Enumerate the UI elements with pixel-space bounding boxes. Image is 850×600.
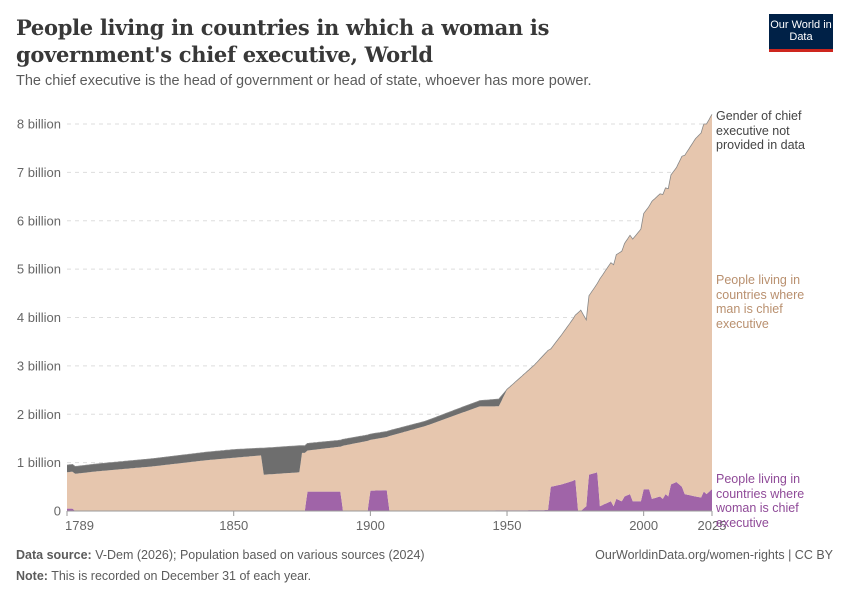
area-series-1 — [67, 114, 712, 512]
legend-women: People living in countries where woman i… — [716, 472, 805, 530]
x-tick-label: 2025 — [698, 518, 727, 533]
y-tick-label: 1 billion — [17, 455, 61, 470]
x-tick-label: 1950 — [493, 518, 522, 533]
x-tick-label: 2000 — [629, 518, 658, 533]
y-tick-label: 7 billion — [17, 165, 61, 180]
y-tick-label: 2 billion — [17, 407, 61, 422]
source-line: Data source: V-Dem (2026); Population ba… — [16, 548, 425, 562]
y-tick-label: 6 billion — [17, 213, 61, 228]
legend-unknown: Gender of chief executive not provided i… — [716, 109, 805, 152]
source-text: V-Dem (2026); Population based on variou… — [95, 548, 425, 562]
chart-subtitle: The chief executive is the head of gover… — [16, 73, 592, 89]
y-tick-label: 0 — [54, 504, 61, 519]
y-tick-label: 3 billion — [17, 358, 61, 373]
y-tick-label: 8 billion — [17, 117, 61, 132]
owid-logo[interactable]: Our World in Data — [769, 14, 833, 52]
legend-men: People living in countries where man is … — [716, 273, 805, 331]
x-tick-label: 1850 — [219, 518, 248, 533]
y-tick-label: 5 billion — [17, 262, 61, 277]
source-url[interactable]: OurWorldinData.org/women-rights | CC BY — [595, 548, 833, 562]
area-series-0 — [67, 472, 712, 511]
note-text: This is recorded on December 31 of each … — [51, 569, 312, 583]
x-tick-label: 1900 — [356, 518, 385, 533]
y-tick-label: 4 billion — [17, 310, 61, 325]
note-line: Note: This is recorded on December 31 of… — [16, 569, 312, 583]
x-tick-label: 1789 — [65, 518, 94, 533]
chart-title: People living in countries in which a wo… — [16, 15, 550, 67]
total-line — [66, 114, 713, 467]
